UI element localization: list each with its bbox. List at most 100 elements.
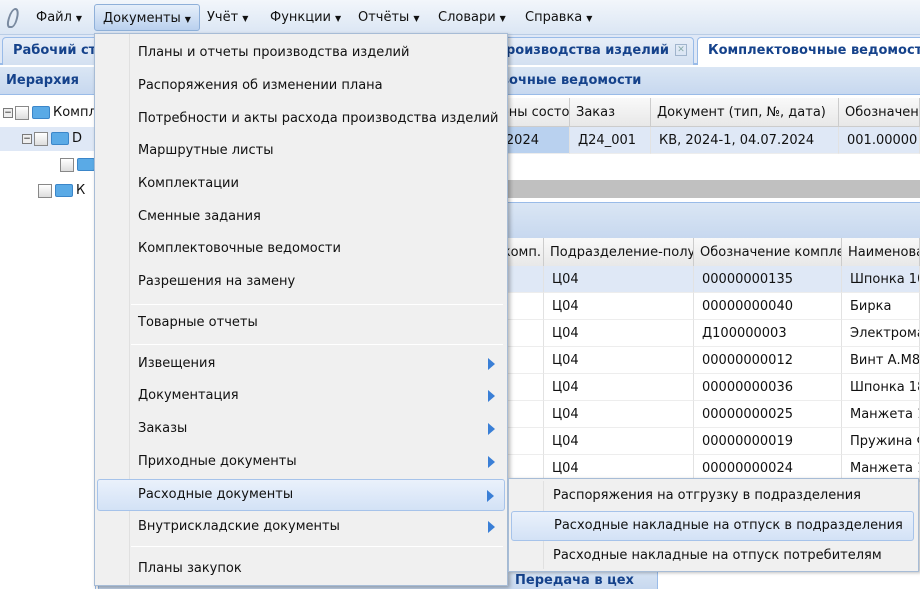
submenu-arrow-icon xyxy=(488,423,495,435)
app-logo-icon xyxy=(5,8,21,28)
menu-item-label: Потребности и акты расхода производства … xyxy=(138,111,499,126)
checkbox[interactable] xyxy=(38,183,52,198)
tree-node[interactable]: − D xyxy=(0,127,94,151)
table-cell[interactable]: 00000000040 xyxy=(694,293,842,320)
checkbox[interactable] xyxy=(15,105,29,120)
documents-dropdown-menu: Планы и отчеты производства изделий Распо… xyxy=(94,33,508,586)
folder-open-icon xyxy=(51,132,69,145)
menu-item[interactable]: Планы закупок xyxy=(97,553,505,585)
table-cell[interactable]: Ц04 xyxy=(544,347,694,374)
column-header[interactable]: Документ (тип, №, дата) xyxy=(651,98,839,127)
table-cell[interactable]: Пружина Ф xyxy=(842,428,920,455)
table-cell[interactable]: Д100000003 xyxy=(694,320,842,347)
menu-help[interactable]: Справка ▼ xyxy=(517,4,600,31)
tree-node[interactable]: К xyxy=(0,179,94,203)
menu-item-label: Маршрутные листы xyxy=(138,143,274,158)
menu-item[interactable]: Извещения xyxy=(97,348,505,380)
table-cell[interactable]: 00000000019 xyxy=(694,428,842,455)
menu-item-label: Планы и отчеты производства изделий xyxy=(138,45,410,60)
table-cell[interactable]: Манжета 1 xyxy=(842,401,920,428)
menu-file[interactable]: Файл ▼ xyxy=(28,4,90,31)
column-header[interactable]: Наименование xyxy=(842,238,920,267)
table-cell[interactable]: Винт А.М8 xyxy=(842,347,920,374)
menu-separator xyxy=(131,546,503,547)
table-cell[interactable]: КВ, 2024-1, 04.07.2024 xyxy=(651,127,839,154)
menu-dictionaries[interactable]: Словари ▼ xyxy=(430,4,514,31)
table-cell[interactable]: Ц04 xyxy=(544,266,694,293)
menu-item[interactable]: Заказы xyxy=(97,413,505,445)
menu-item[interactable]: Планы и отчеты производства изделий xyxy=(97,37,505,69)
column-header[interactable]: Заказ xyxy=(570,98,651,127)
menu-item[interactable]: Товарные отчеты xyxy=(97,307,505,339)
submenu-arrow-icon xyxy=(488,390,495,402)
menu-item-label: Извещения xyxy=(138,356,216,371)
submenu-item[interactable]: Расходные накладные на отпуск потребител… xyxy=(553,548,882,563)
table-cell[interactable]: 00000000012 xyxy=(694,347,842,374)
column-header[interactable]: Обозначение комплектующего xyxy=(694,238,842,267)
submenu-item[interactable]: Распоряжения на отгрузку в подразделения xyxy=(553,488,862,503)
caret-down-icon: ▼ xyxy=(413,14,420,23)
menu-item[interactable]: Комплектации xyxy=(97,168,505,200)
close-icon[interactable]: ✕ xyxy=(675,44,687,56)
menu-documents[interactable]: Документы ▼ xyxy=(94,4,200,31)
table-cell[interactable]: Шпонка 10 xyxy=(842,266,920,293)
menu-item[interactable]: Распоряжения об изменении плана xyxy=(97,70,505,102)
tree-label: D xyxy=(72,131,83,146)
menu-label: Справка xyxy=(525,10,583,25)
menu-item[interactable]: Потребности и акты расхода производства … xyxy=(97,103,505,135)
table-cell[interactable]: 00000000025 xyxy=(694,401,842,428)
menu-item-label: Комплектации xyxy=(138,176,239,191)
menu-item[interactable]: Внутрискладские документы xyxy=(97,511,505,543)
menu-item[interactable]: Приходные документы xyxy=(97,446,505,478)
hierarchy-panel: Иерархия −Комплекты −D К xyxy=(0,67,97,589)
column-header[interactable]: Обозначение xyxy=(839,98,920,127)
menu-label: Словари xyxy=(438,10,496,25)
menu-item[interactable]: Сменные задания xyxy=(97,201,505,233)
menu-item-label: Комплектовочные ведомости xyxy=(138,241,341,256)
menu-item-label: Внутрискладские документы xyxy=(138,519,340,534)
menu-accounting[interactable]: Учёт ▼ xyxy=(199,4,256,31)
table-cell[interactable]: Ц04 xyxy=(544,428,694,455)
menu-functions[interactable]: Функции ▼ xyxy=(262,4,349,31)
collapse-icon[interactable]: − xyxy=(3,107,13,118)
table-cell[interactable]: Ц04 xyxy=(544,320,694,347)
table-cell[interactable]: Электромагнит xyxy=(842,320,920,347)
table-cell[interactable]: Ц04 xyxy=(544,374,694,401)
menu-item[interactable]: Разрешения на замену xyxy=(97,266,505,298)
tree-label: К xyxy=(76,183,86,198)
tree-node[interactable] xyxy=(0,153,94,177)
menu-item-label: Разрешения на замену xyxy=(138,274,296,289)
menu-item-label: Планы закупок xyxy=(138,561,242,576)
column-header[interactable]: Подразделение-получатель xyxy=(544,238,694,267)
table-cell[interactable]: 00000000135 xyxy=(694,266,842,293)
checkbox[interactable] xyxy=(34,131,48,146)
table-cell[interactable]: Ц04 xyxy=(544,293,694,320)
table-cell[interactable]: Бирка xyxy=(842,293,920,320)
submenu-arrow-icon xyxy=(487,490,494,502)
menu-item-label: Товарные отчеты xyxy=(138,315,258,330)
menu-item[interactable]: Комплектовочные ведомости xyxy=(97,233,505,265)
menu-item-label: Распоряжения об изменении плана xyxy=(138,78,383,93)
collapse-icon[interactable]: − xyxy=(22,133,32,144)
menu-item-label: Сменные задания xyxy=(138,209,261,224)
caret-down-icon: ▼ xyxy=(242,14,249,23)
menu-reports[interactable]: Отчёты ▼ xyxy=(350,4,427,31)
checkbox[interactable] xyxy=(60,157,74,172)
menu-item[interactable]: Маршрутные листы xyxy=(97,135,505,167)
caret-down-icon: ▼ xyxy=(184,15,191,24)
menu-item[interactable]: Расходные документы xyxy=(97,479,505,511)
caret-down-icon: ▼ xyxy=(586,14,593,23)
submenu-item[interactable]: Расходные накладные на отпуск в подразде… xyxy=(511,511,914,541)
menu-item-label: Документация xyxy=(138,388,239,403)
menu-label: Документы xyxy=(103,11,181,26)
table-cell[interactable]: 00000000036 xyxy=(694,374,842,401)
menu-item[interactable]: Документация xyxy=(97,380,505,412)
table-cell[interactable]: 001.00000 xyxy=(839,127,920,154)
tab-kit-sheets[interactable]: Комплектовочные ведомости xyxy=(697,37,920,65)
table-cell[interactable]: Ц04 xyxy=(544,401,694,428)
caret-down-icon: ▼ xyxy=(499,14,506,23)
table-cell[interactable]: Д24_001 xyxy=(570,127,651,154)
menu-separator xyxy=(131,344,503,345)
tree-node[interactable]: − Комплекты xyxy=(3,101,97,125)
table-cell[interactable]: Шпонка 18 xyxy=(842,374,920,401)
